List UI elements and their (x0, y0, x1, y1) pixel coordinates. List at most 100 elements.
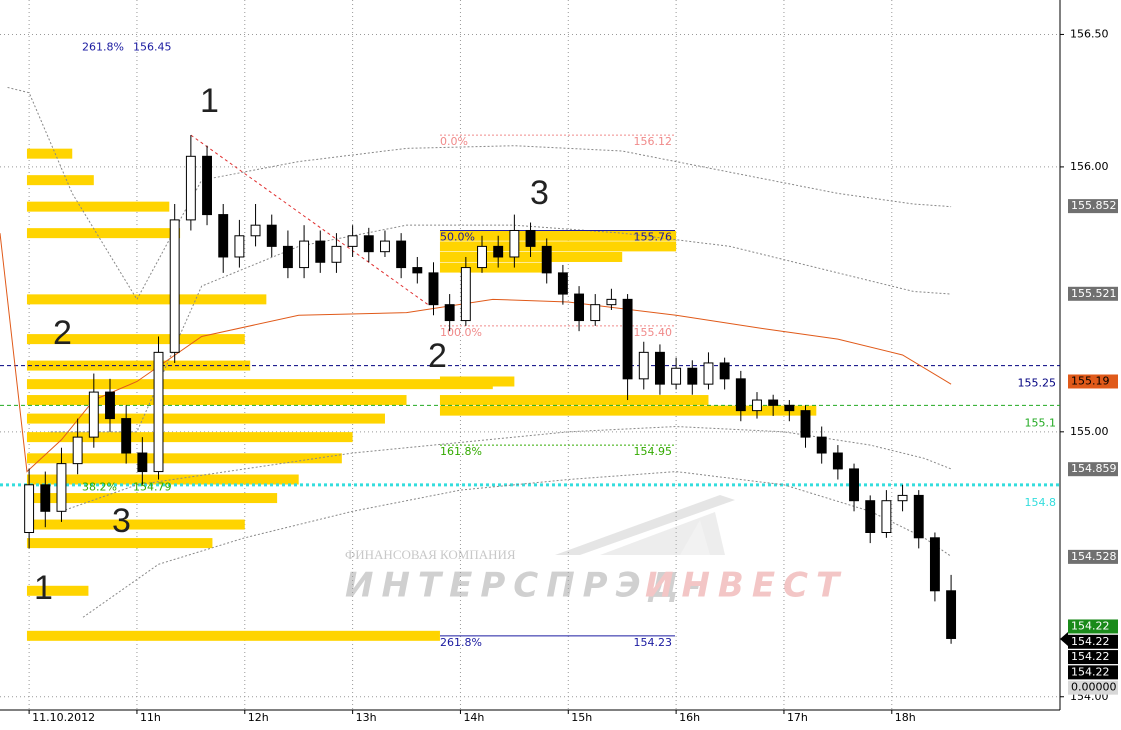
volume-profile-bar (26, 148, 73, 159)
watermark-name: ИНВЕСТ (645, 566, 847, 606)
candle-body (315, 240, 326, 263)
volume-profile-bar (26, 538, 213, 549)
fib-label: 261.8% (440, 636, 482, 649)
candle-body (363, 235, 374, 253)
price-tag: 154.22 (1068, 619, 1118, 634)
fib-price: 154.79 (133, 480, 172, 493)
tag-box (1068, 650, 1118, 665)
tag-box (1068, 680, 1118, 695)
tag-label: 155.852 (1071, 199, 1117, 212)
price-tag: 154.859 (1068, 462, 1118, 477)
candle-body (574, 293, 585, 322)
fib-price: 156.45 (133, 41, 172, 54)
candle-body (509, 229, 520, 258)
candle-body (897, 494, 908, 502)
tag-label: 155.19 (1071, 374, 1110, 387)
y-tick-label: 156.50 (1070, 27, 1109, 40)
volume-profile-bar (26, 474, 299, 485)
candle-body (169, 219, 180, 353)
tag-label: 154.22 (1071, 635, 1110, 648)
logo-shape (600, 512, 725, 555)
watermark-logo (555, 495, 735, 555)
candle-body (153, 351, 164, 473)
tag-box (1068, 199, 1118, 214)
wave-label: 3 (112, 502, 131, 540)
candle-body (72, 436, 83, 465)
candle-body (266, 224, 277, 247)
price-tag: 154.22 (1068, 665, 1118, 680)
price-tag: 154.22 (1068, 650, 1118, 665)
price-tag: 155.521 (1068, 286, 1118, 301)
fib-label: 50.0% (440, 230, 475, 243)
tag-box (1068, 374, 1118, 389)
volume-profile-bar (26, 175, 94, 186)
y-tick-label: 155.00 (1070, 425, 1109, 438)
fib-price: 155.76 (634, 230, 673, 243)
volume-profile-bar (26, 228, 181, 239)
tag-label: 154.528 (1071, 550, 1117, 563)
candle-body (299, 240, 310, 269)
tag-box (1068, 619, 1118, 634)
tag-box (1068, 634, 1118, 649)
candle-body (88, 391, 99, 438)
wave-label: 1 (34, 569, 53, 607)
candle-body (396, 240, 407, 269)
trend-line (190, 134, 429, 306)
fib-label: 261.8% (82, 41, 124, 54)
tag-box (1068, 462, 1118, 477)
candle-body (768, 399, 779, 406)
wave-label: 2 (428, 337, 447, 375)
candle-body (687, 367, 698, 385)
volume-profile-bar (439, 262, 547, 273)
x-tick-label: 12h (248, 711, 269, 724)
candle-body (638, 351, 649, 380)
x-tick-label: 14h (463, 711, 484, 724)
candle-body (913, 494, 924, 539)
tag-label: 154.22 (1071, 619, 1110, 632)
y-tick-label: 156.00 (1070, 160, 1109, 173)
candle-body (929, 537, 940, 592)
logo-shape (680, 520, 710, 555)
candle-body (218, 214, 229, 258)
volume-profile-bar (26, 630, 440, 641)
volume-profile-bar (439, 251, 623, 262)
fib-price: 154.95 (634, 445, 673, 458)
fib-label: 38.2% (82, 480, 117, 493)
volume-profile-bar (26, 413, 385, 424)
last-price-arrow (1060, 632, 1068, 646)
x-tick-label: 16h (679, 711, 700, 724)
volume-profile-bar (26, 201, 170, 212)
candle-body (331, 245, 342, 263)
volume-profile-bar (26, 360, 251, 371)
price-tag: 155.852 (1068, 199, 1118, 214)
x-tick-label: 11h (140, 711, 161, 724)
price-tag: 0.00000 (1068, 680, 1118, 695)
candle-body (816, 436, 827, 454)
candle-body (105, 391, 115, 420)
volume-profile-bar (439, 241, 677, 252)
price-tag: 155.19 (1068, 374, 1118, 389)
tag-label: 154.859 (1071, 462, 1117, 475)
volume-profile-bar (26, 294, 267, 305)
candle-body (24, 484, 35, 534)
candle-body (849, 468, 859, 502)
candle-body (121, 418, 132, 454)
candle-body (606, 298, 617, 306)
fib-label: 100.0% (440, 326, 482, 339)
wave-label: 3 (530, 174, 549, 212)
candle-body (56, 463, 67, 512)
x-tick-label: 15h (571, 711, 592, 724)
fib-label: 161.8% (440, 445, 482, 458)
candle-body (703, 362, 714, 385)
candle-body (541, 245, 552, 274)
candle-body (282, 245, 293, 269)
candle-body (185, 155, 196, 221)
tag-box (1068, 286, 1118, 301)
level-label: 154.8 (1025, 496, 1057, 509)
candle-body (444, 304, 455, 322)
x-tick-label: 11.10.2012 (32, 711, 95, 724)
tag-label: 154.22 (1071, 650, 1110, 663)
volume-profile-bar (26, 395, 407, 406)
volume-profile-bar (439, 395, 709, 406)
